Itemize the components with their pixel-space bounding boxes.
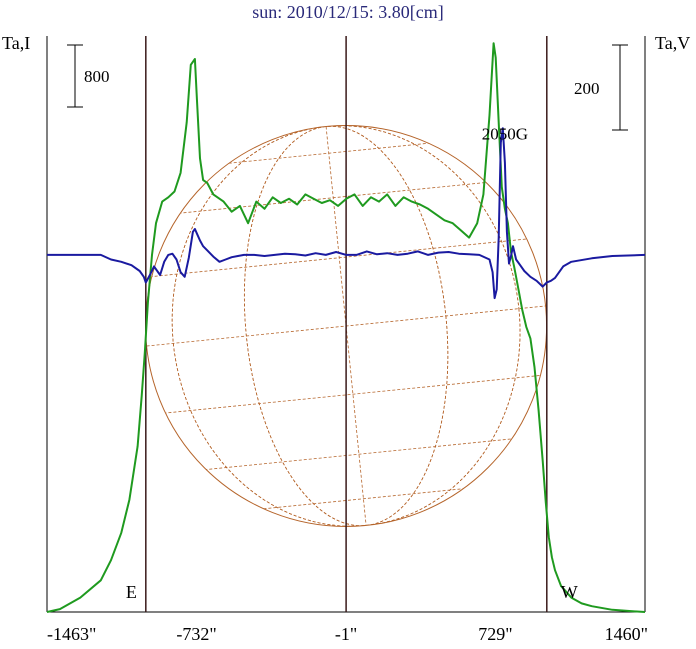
x-tick-label: -1": [335, 624, 357, 644]
x-tick-label: -1463": [47, 624, 96, 644]
parallel-line: [153, 374, 552, 414]
x-tick-label: -732": [176, 624, 216, 644]
right-scale-bar-label: 200: [574, 79, 600, 98]
parallel-line: [134, 178, 533, 218]
east-limb-label: E: [126, 582, 137, 602]
left-axis-label: Ta,I: [2, 33, 30, 53]
limb-and-center-lines: [146, 36, 547, 612]
x-tick-label: 729": [478, 624, 512, 644]
x-tick-label: 1460": [605, 624, 648, 644]
parallel-line: [159, 434, 558, 474]
right-axis-label: Ta,V: [655, 33, 690, 53]
scale-bars: [67, 45, 628, 130]
left-scale-bar-label: 800: [84, 67, 110, 86]
annotation-label: 2050G: [482, 125, 528, 144]
parallel-line: [140, 238, 539, 278]
west-limb-label: W: [561, 582, 578, 602]
